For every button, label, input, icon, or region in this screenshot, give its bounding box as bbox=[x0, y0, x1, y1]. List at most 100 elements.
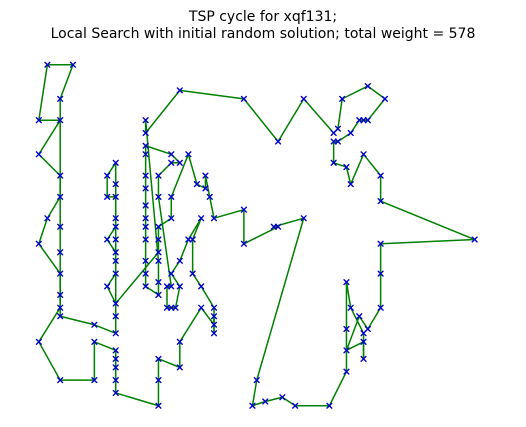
city-marker bbox=[185, 236, 192, 243]
tour-edge bbox=[93, 324, 117, 335]
city-marker bbox=[210, 313, 218, 320]
city-marker bbox=[142, 236, 149, 243]
tour-edge bbox=[114, 392, 160, 407]
tour-edge bbox=[243, 225, 279, 245]
city-marker bbox=[168, 193, 175, 201]
city-marker bbox=[57, 95, 64, 102]
city-marker bbox=[377, 172, 384, 179]
city-marker bbox=[343, 347, 350, 354]
city-marker bbox=[168, 270, 175, 277]
city-marker bbox=[57, 223, 64, 230]
city-marker bbox=[176, 338, 183, 345]
tour-edge bbox=[264, 396, 284, 403]
tour-edge bbox=[38, 64, 49, 121]
tour-edge bbox=[38, 217, 49, 245]
city-marker bbox=[57, 172, 64, 179]
city-marker bbox=[279, 394, 286, 401]
tour-edge bbox=[208, 196, 215, 219]
city-marker bbox=[347, 181, 354, 188]
city-marker bbox=[202, 172, 209, 179]
city-marker bbox=[112, 389, 119, 397]
city-marker bbox=[189, 236, 196, 243]
city-marker bbox=[155, 402, 162, 409]
city-marker bbox=[155, 355, 162, 362]
city-marker bbox=[155, 172, 162, 179]
city-marker bbox=[360, 151, 367, 158]
tour-edge bbox=[349, 306, 365, 335]
city-marker bbox=[142, 151, 149, 158]
city-marker bbox=[270, 223, 277, 230]
city-marker bbox=[112, 313, 119, 320]
city-marker bbox=[176, 87, 183, 94]
city-marker bbox=[155, 236, 162, 243]
city-marker bbox=[112, 159, 119, 166]
city-marker bbox=[57, 377, 64, 384]
tour-edge bbox=[328, 370, 348, 407]
city-marker bbox=[240, 206, 248, 213]
city-marker bbox=[112, 249, 119, 256]
tour-edge bbox=[170, 153, 190, 198]
city-marker bbox=[360, 355, 367, 362]
city-marker bbox=[198, 215, 205, 222]
city-marker bbox=[343, 163, 350, 171]
tour-edge bbox=[187, 153, 198, 185]
city-marker bbox=[35, 151, 42, 158]
city-marker bbox=[57, 193, 64, 201]
city-marker bbox=[347, 129, 354, 137]
city-marker bbox=[163, 304, 171, 311]
tour-edge bbox=[144, 89, 181, 134]
tour-edge bbox=[243, 98, 279, 143]
tour-edge bbox=[179, 238, 190, 262]
tour-edge bbox=[93, 341, 117, 352]
city-marker bbox=[112, 193, 119, 201]
city-marker bbox=[343, 325, 350, 333]
city-marker bbox=[198, 283, 205, 290]
city-marker bbox=[142, 270, 149, 277]
tour-edge bbox=[379, 200, 476, 241]
city-marker bbox=[155, 279, 162, 286]
tour-edge bbox=[345, 341, 365, 352]
city-marker bbox=[142, 117, 149, 124]
city-marker bbox=[112, 330, 119, 337]
city-marker bbox=[57, 313, 64, 320]
tour-edge bbox=[106, 285, 117, 305]
city-marker bbox=[377, 240, 384, 247]
city-markers bbox=[35, 61, 478, 409]
city-marker bbox=[104, 283, 111, 290]
city-marker bbox=[292, 402, 299, 409]
city-marker bbox=[185, 151, 192, 158]
tour-edge bbox=[332, 162, 348, 168]
city-marker bbox=[249, 402, 256, 409]
city-marker bbox=[168, 283, 175, 290]
city-marker bbox=[210, 330, 218, 337]
city-marker bbox=[202, 185, 209, 192]
city-marker bbox=[57, 117, 64, 124]
city-marker bbox=[155, 223, 162, 230]
city-marker bbox=[176, 257, 183, 264]
tour-edge bbox=[341, 85, 369, 100]
city-marker bbox=[210, 304, 218, 311]
city-marker bbox=[471, 236, 478, 243]
city-marker bbox=[112, 270, 119, 277]
chart-title-line-2: Local Search with initial random solutio… bbox=[51, 26, 476, 42]
city-marker bbox=[193, 181, 201, 188]
tour-edge bbox=[46, 196, 61, 219]
city-marker bbox=[172, 304, 179, 311]
city-marker bbox=[377, 270, 384, 277]
city-marker bbox=[168, 159, 175, 166]
city-marker bbox=[168, 151, 175, 158]
city-marker bbox=[300, 215, 307, 222]
city-marker bbox=[142, 185, 149, 192]
city-marker bbox=[44, 61, 51, 68]
city-marker bbox=[112, 347, 119, 354]
city-marker bbox=[274, 223, 282, 230]
city-marker bbox=[360, 117, 367, 124]
city-marker bbox=[35, 117, 42, 124]
city-marker bbox=[210, 215, 218, 222]
tour-edge bbox=[362, 153, 382, 177]
city-marker bbox=[377, 198, 384, 205]
city-marker bbox=[57, 304, 64, 311]
tour-edge bbox=[38, 341, 61, 381]
city-marker bbox=[334, 125, 342, 132]
tour-edge bbox=[187, 217, 202, 241]
